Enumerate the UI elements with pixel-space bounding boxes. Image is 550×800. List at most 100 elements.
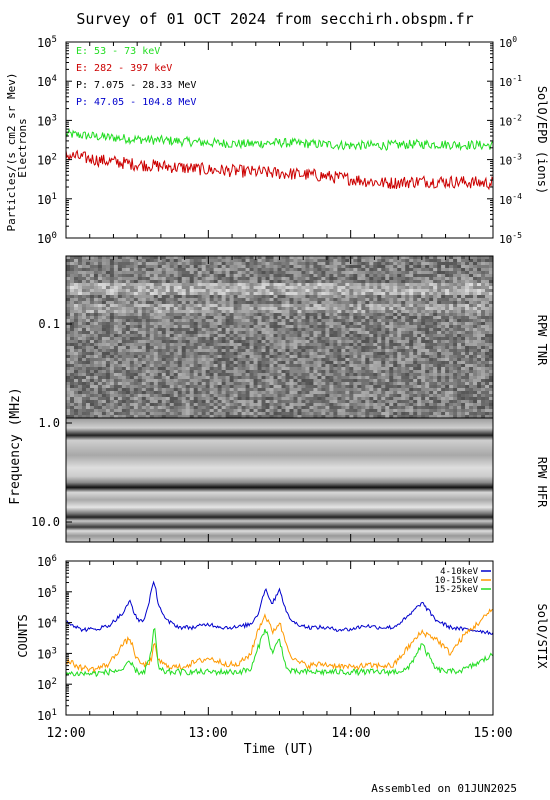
spectrogram-cell <box>361 331 366 335</box>
spectrogram-cell <box>153 346 159 350</box>
spectrogram-cell <box>365 262 370 266</box>
spectrogram-cell <box>73 319 79 323</box>
spectrogram-cell <box>225 346 230 350</box>
spectrogram-cell <box>285 319 290 323</box>
spectrogram-cell <box>173 286 179 290</box>
spectrogram-cell <box>401 328 406 332</box>
spectrogram-cell <box>365 373 370 377</box>
spectrogram-cell <box>133 385 139 389</box>
spectrogram-cell <box>253 280 258 284</box>
spectrogram-cell <box>309 289 314 293</box>
spectrogram-cell <box>209 316 214 320</box>
spectrogram-cell <box>249 346 254 350</box>
spectrogram-cell <box>73 334 79 338</box>
spectrogram-cell <box>445 325 450 329</box>
spectrogram-cell <box>485 310 490 314</box>
spectrogram-cell <box>393 298 398 302</box>
spectrogram-cell <box>229 343 234 347</box>
spectrogram-cell <box>129 298 135 302</box>
spectrogram-cell <box>165 334 171 338</box>
spectrogram-cell <box>361 343 366 347</box>
spectrogram-cell <box>93 316 99 320</box>
spectrogram-cell <box>177 301 183 305</box>
spectrogram-cell <box>469 355 474 359</box>
spectrogram-cell <box>485 316 490 320</box>
spectrogram-cell <box>433 262 438 266</box>
spectrogram-cell <box>245 304 250 308</box>
spectrogram-cell <box>441 325 446 329</box>
spectrogram-cell <box>281 301 286 305</box>
spectrogram-cell <box>437 328 442 332</box>
spectrogram-cell <box>165 343 171 347</box>
spectrogram-cell <box>429 331 434 335</box>
spectrogram-cell <box>341 307 346 311</box>
spectrogram-cell <box>121 277 127 281</box>
spectrogram-cell <box>261 256 266 260</box>
spectrogram-cell <box>481 259 486 263</box>
spectrogram-cell <box>209 289 214 293</box>
spectrogram-cell <box>233 274 238 278</box>
spectrogram-cell <box>265 274 270 278</box>
spectrogram-cell <box>421 265 426 269</box>
spectrogram-cell <box>85 364 91 368</box>
spectrogram-cell <box>409 265 414 269</box>
spectrogram-cell <box>197 328 202 332</box>
spectrogram-cell <box>249 352 254 356</box>
spectrogram-cell <box>477 361 482 365</box>
spectrogram-cell <box>85 259 91 263</box>
spectrogram-cell <box>469 382 474 386</box>
spectrogram-cell <box>465 349 470 353</box>
spectrogram-cell <box>385 346 390 350</box>
spectrogram-cell <box>453 310 458 314</box>
spectrogram-cell <box>345 331 350 335</box>
spectrogram-cell <box>173 382 179 386</box>
spectrogram-cell <box>209 352 214 356</box>
spectrogram-cell <box>353 259 358 263</box>
spectrogram-cell <box>317 325 322 329</box>
spectrogram-cell <box>285 259 290 263</box>
spectrogram-cell <box>265 322 270 326</box>
spectrogram-cell <box>421 385 426 389</box>
spectrogram-cell <box>341 283 346 287</box>
spectrogram-cell <box>261 385 266 389</box>
spectrogram-cell <box>66 349 71 353</box>
spectrogram-cell <box>413 322 418 326</box>
spectrogram-cell <box>313 379 318 383</box>
spectrogram-cell <box>405 259 410 263</box>
spectrogram-cell <box>393 268 398 272</box>
spectrogram-cell <box>101 364 107 368</box>
spectrogram-cell <box>409 388 414 392</box>
tick-label: 102 <box>37 153 57 168</box>
spectrogram-cell <box>257 376 262 380</box>
spectrogram-cell <box>153 334 159 338</box>
spectrogram-cell <box>317 367 322 371</box>
spectrogram-cell <box>105 358 111 362</box>
spectrogram-cell <box>413 349 418 353</box>
spectrogram-cell <box>145 352 151 356</box>
spectrogram-cell <box>233 382 238 386</box>
spectrogram-cell <box>265 349 270 353</box>
spectrogram-cell <box>141 328 147 332</box>
spectrogram-cell <box>117 331 123 335</box>
spectrogram-cell <box>301 325 306 329</box>
spectrogram-cell <box>465 295 470 299</box>
spectrogram-cell <box>137 277 143 281</box>
spectrogram-cell <box>405 331 410 335</box>
spectrogram-cell <box>161 280 167 284</box>
spectrogram-cell <box>205 316 210 320</box>
spectrogram-cell <box>209 307 214 311</box>
spectrogram-cell <box>245 355 250 359</box>
spectrogram-cell <box>189 364 194 368</box>
spectrogram-cell <box>409 358 414 362</box>
spectrogram-cell <box>97 355 103 359</box>
spectrogram-cell <box>269 259 274 263</box>
spectrogram-cell <box>333 373 338 377</box>
epd-series-line <box>66 128 493 152</box>
spectrogram-cell <box>81 343 87 347</box>
spectrogram-cell <box>273 328 278 332</box>
spectrogram-cell <box>137 355 143 359</box>
spectrogram-cell <box>301 340 306 344</box>
spectrogram-cell <box>417 274 422 278</box>
spectrogram-cell <box>325 355 330 359</box>
